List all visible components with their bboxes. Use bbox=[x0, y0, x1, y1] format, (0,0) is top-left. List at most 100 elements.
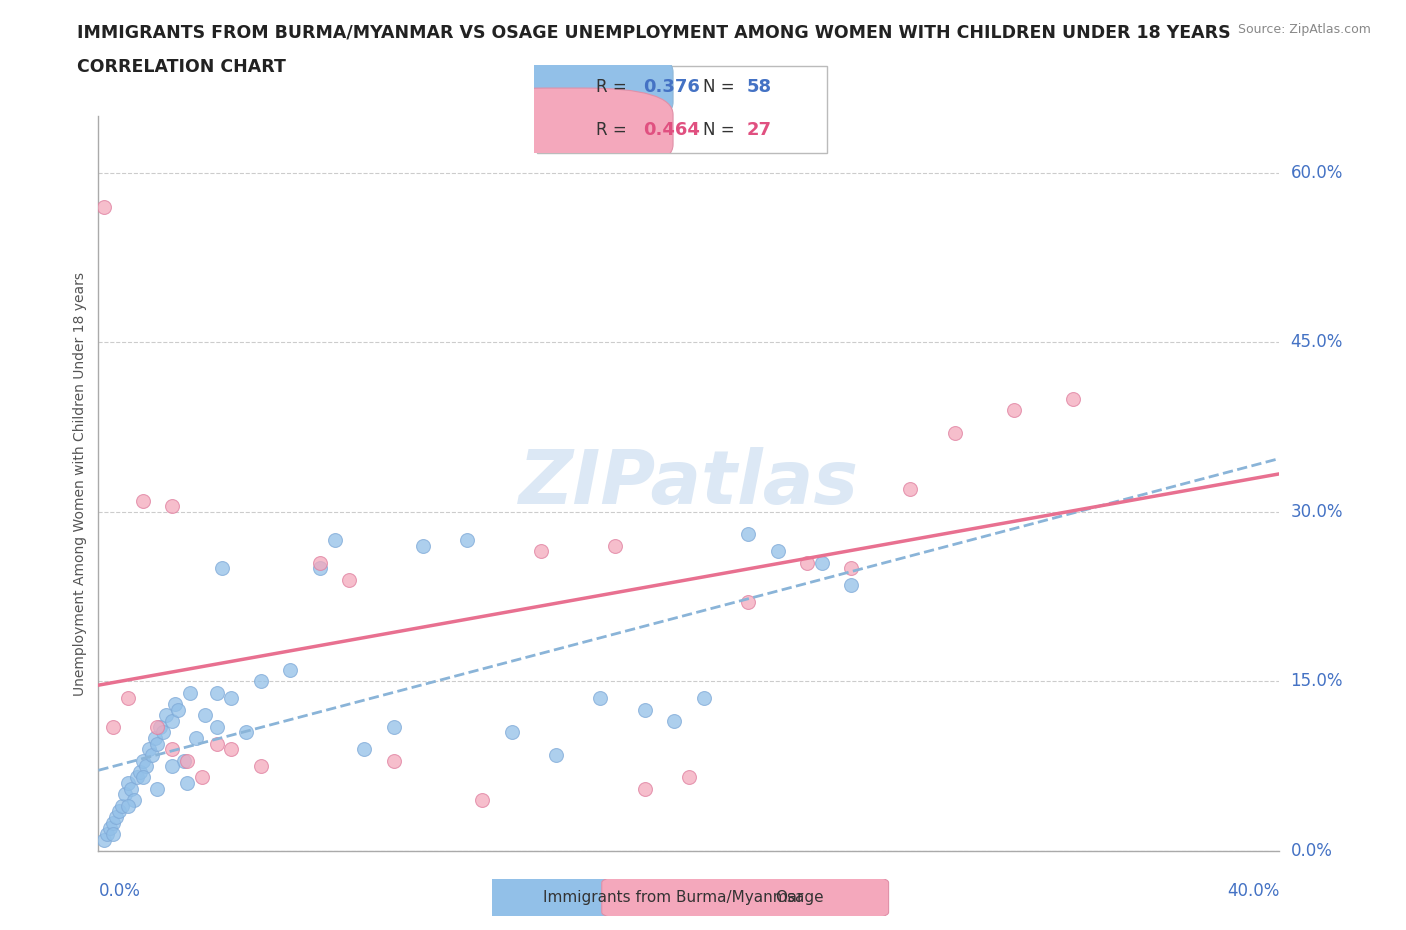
Point bbox=[141, 748, 163, 763]
FancyBboxPatch shape bbox=[370, 871, 657, 923]
Text: 0.0%: 0.0% bbox=[1291, 842, 1333, 860]
Point bbox=[176, 776, 198, 790]
Point bbox=[114, 787, 136, 802]
FancyBboxPatch shape bbox=[602, 871, 889, 923]
Point bbox=[120, 781, 142, 796]
Point bbox=[796, 555, 818, 570]
Point bbox=[221, 742, 243, 757]
Point bbox=[93, 832, 115, 847]
Point bbox=[382, 719, 405, 734]
Point bbox=[176, 753, 198, 768]
Point bbox=[132, 493, 155, 508]
Point bbox=[205, 737, 228, 751]
Point bbox=[605, 538, 627, 553]
Point bbox=[339, 572, 361, 587]
FancyBboxPatch shape bbox=[537, 66, 827, 153]
Point bbox=[111, 798, 134, 813]
Point bbox=[165, 697, 187, 711]
Point bbox=[693, 691, 716, 706]
Point bbox=[184, 730, 207, 745]
Point bbox=[471, 792, 494, 807]
Point bbox=[122, 792, 145, 807]
Point bbox=[250, 759, 273, 774]
FancyBboxPatch shape bbox=[457, 88, 673, 171]
Point bbox=[98, 821, 121, 836]
Point bbox=[103, 816, 125, 830]
Point bbox=[546, 748, 568, 763]
Point bbox=[117, 776, 139, 790]
Point bbox=[634, 702, 657, 717]
Point bbox=[235, 724, 257, 739]
Point bbox=[900, 482, 922, 497]
Text: N =: N = bbox=[703, 78, 740, 96]
Point bbox=[173, 753, 195, 768]
Point bbox=[280, 663, 302, 678]
Text: 60.0%: 60.0% bbox=[1291, 164, 1343, 181]
Point bbox=[143, 730, 166, 745]
Point bbox=[221, 691, 243, 706]
Point bbox=[162, 742, 183, 757]
Point bbox=[205, 685, 228, 700]
Point bbox=[138, 742, 160, 757]
Point bbox=[353, 742, 375, 757]
Point bbox=[146, 719, 169, 734]
Point bbox=[152, 724, 174, 739]
Point bbox=[501, 724, 523, 739]
Text: CORRELATION CHART: CORRELATION CHART bbox=[77, 58, 287, 75]
Text: 58: 58 bbox=[747, 78, 772, 96]
Point bbox=[128, 764, 150, 779]
Point bbox=[382, 753, 405, 768]
Point bbox=[117, 691, 139, 706]
Point bbox=[841, 561, 863, 576]
Point bbox=[589, 691, 612, 706]
Text: Osage: Osage bbox=[775, 890, 824, 905]
Text: 30.0%: 30.0% bbox=[1291, 503, 1343, 521]
Point bbox=[162, 759, 183, 774]
Point bbox=[125, 770, 148, 785]
Text: R =: R = bbox=[596, 78, 633, 96]
Point bbox=[149, 719, 172, 734]
Point bbox=[146, 737, 169, 751]
Text: R =: R = bbox=[596, 121, 633, 139]
Point bbox=[412, 538, 434, 553]
Point bbox=[1062, 392, 1084, 406]
Point bbox=[205, 719, 228, 734]
Point bbox=[132, 770, 155, 785]
Text: 27: 27 bbox=[747, 121, 772, 139]
Point bbox=[105, 810, 128, 825]
Text: ZIPatlas: ZIPatlas bbox=[519, 447, 859, 520]
Point bbox=[737, 595, 759, 610]
Text: 0.376: 0.376 bbox=[644, 78, 700, 96]
Point bbox=[155, 708, 177, 723]
Point bbox=[135, 759, 157, 774]
Point bbox=[1002, 403, 1025, 418]
Point bbox=[309, 555, 332, 570]
Text: 40.0%: 40.0% bbox=[1227, 882, 1279, 899]
Point bbox=[96, 827, 118, 842]
Point bbox=[108, 804, 131, 818]
Point bbox=[664, 713, 686, 728]
Point bbox=[132, 753, 155, 768]
Point bbox=[737, 527, 759, 542]
Point bbox=[530, 544, 553, 559]
Point bbox=[943, 425, 966, 440]
Point bbox=[309, 561, 332, 576]
Text: Immigrants from Burma/Myanmar: Immigrants from Burma/Myanmar bbox=[543, 890, 803, 905]
Point bbox=[167, 702, 190, 717]
Point bbox=[93, 199, 115, 214]
Point bbox=[323, 533, 346, 548]
Point bbox=[103, 827, 125, 842]
Point bbox=[117, 798, 139, 813]
Point bbox=[766, 544, 789, 559]
Point bbox=[103, 719, 125, 734]
Text: 15.0%: 15.0% bbox=[1291, 672, 1343, 690]
Point bbox=[191, 770, 214, 785]
Point bbox=[179, 685, 201, 700]
Point bbox=[841, 578, 863, 592]
Point bbox=[194, 708, 217, 723]
Point bbox=[811, 555, 834, 570]
Point bbox=[678, 770, 700, 785]
Point bbox=[162, 498, 183, 513]
Point bbox=[211, 561, 233, 576]
Text: Source: ZipAtlas.com: Source: ZipAtlas.com bbox=[1237, 23, 1371, 36]
